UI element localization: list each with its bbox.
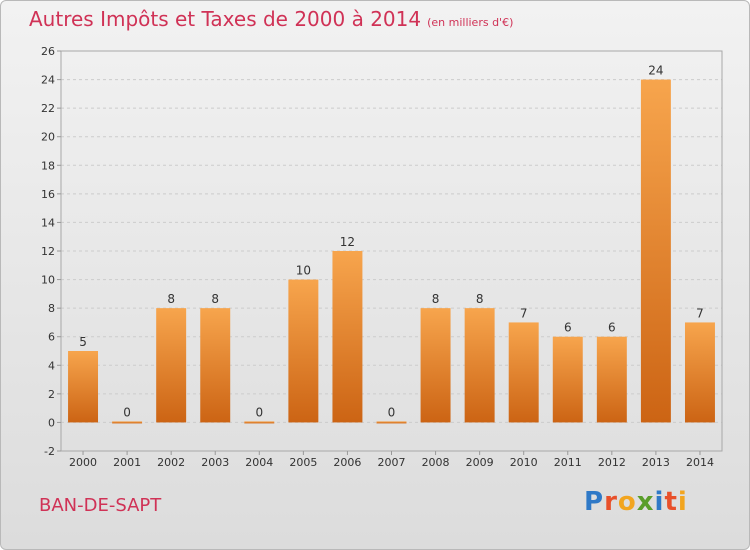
bar (332, 251, 363, 423)
proxiti-logo: Proxiti (584, 487, 688, 517)
x-tick-label: 2009 (466, 456, 494, 469)
chart-title-line: Autres Impôts et Taxes de 2000 à 2014 (en… (29, 7, 513, 31)
x-tick-label: 2008 (422, 456, 450, 469)
y-tick-label: 0 (48, 416, 55, 429)
brand-letter: i (654, 487, 665, 517)
x-tick-label: 2012 (598, 456, 626, 469)
bar (552, 336, 583, 423)
data-label: 0 (255, 405, 263, 419)
bars (68, 79, 715, 424)
x-axis-ticks: 2000 2001 2002 2003 2004 2005 2006 2007 2008 2009… (69, 451, 714, 469)
x-tick-label: 2003 (201, 456, 229, 469)
y-tick-label: 10 (41, 274, 55, 287)
chart-unit: (en milliers d'€) (427, 16, 514, 29)
data-label: 6 (608, 321, 616, 335)
bar (420, 308, 451, 423)
data-label: 0 (388, 405, 396, 419)
data-label: 12 (340, 235, 355, 249)
bar (596, 336, 627, 423)
x-tick-label: 2005 (289, 456, 317, 469)
bar (376, 421, 407, 424)
data-label: 0 (123, 405, 131, 419)
y-tick-label: 6 (48, 331, 55, 344)
bar (640, 79, 671, 423)
y-tick-label: 2 (48, 388, 55, 401)
x-tick-label: 2010 (510, 456, 538, 469)
y-tick-label: 18 (41, 159, 55, 172)
data-label: 8 (167, 292, 175, 306)
data-label: 8 (432, 292, 440, 306)
data-label: 7 (696, 306, 704, 320)
x-tick-label: 2007 (378, 456, 406, 469)
y-tick-label: 14 (41, 216, 55, 229)
bar (156, 308, 187, 423)
x-tick-label: 2013 (642, 456, 670, 469)
data-label: 5 (79, 335, 87, 349)
x-tick-label: 2000 (69, 456, 97, 469)
bar (112, 421, 143, 424)
y-tick-label: 16 (41, 188, 55, 201)
brand-letter: r (604, 487, 618, 517)
bar (508, 322, 539, 423)
bar (684, 322, 715, 423)
bar (244, 421, 275, 424)
brand-letter: i (677, 487, 688, 517)
x-tick-label: 2006 (333, 456, 361, 469)
y-tick-label: -2 (44, 445, 55, 458)
brand-letter: P (584, 487, 605, 517)
bar (68, 351, 99, 423)
y-tick-label: 26 (41, 45, 55, 58)
data-label: 6 (564, 321, 572, 335)
bar (288, 279, 319, 423)
bar (464, 308, 495, 423)
x-tick-label: 2011 (554, 456, 582, 469)
y-tick-label: 4 (48, 359, 55, 372)
y-tick-label: 24 (41, 74, 55, 87)
commune-name: BAN-DE-SAPT (39, 495, 162, 516)
data-labels: 5 0 8 8 0 10 12 0 8 8 7 6 6 24 7 (79, 64, 704, 420)
y-tick-label: 22 (41, 102, 55, 115)
x-tick-label: 2004 (245, 456, 273, 469)
x-tick-label: 2014 (686, 456, 714, 469)
brand-letter: t (664, 487, 678, 517)
x-tick-label: 2001 (113, 456, 141, 469)
y-tick-label: 8 (48, 302, 55, 315)
y-tick-label: 12 (41, 245, 55, 258)
data-label: 8 (476, 292, 484, 306)
data-label: 24 (648, 64, 663, 78)
bar (200, 308, 231, 423)
data-label: 10 (296, 264, 311, 278)
brand-letter: o (617, 487, 637, 517)
data-label: 8 (211, 292, 219, 306)
brand-letter: x (636, 487, 655, 517)
data-label: 7 (520, 306, 528, 320)
x-tick-label: 2002 (157, 456, 185, 469)
chart-title: Autres Impôts et Taxes de 2000 à 2014 (29, 7, 422, 31)
y-tick-label: 20 (41, 131, 55, 144)
